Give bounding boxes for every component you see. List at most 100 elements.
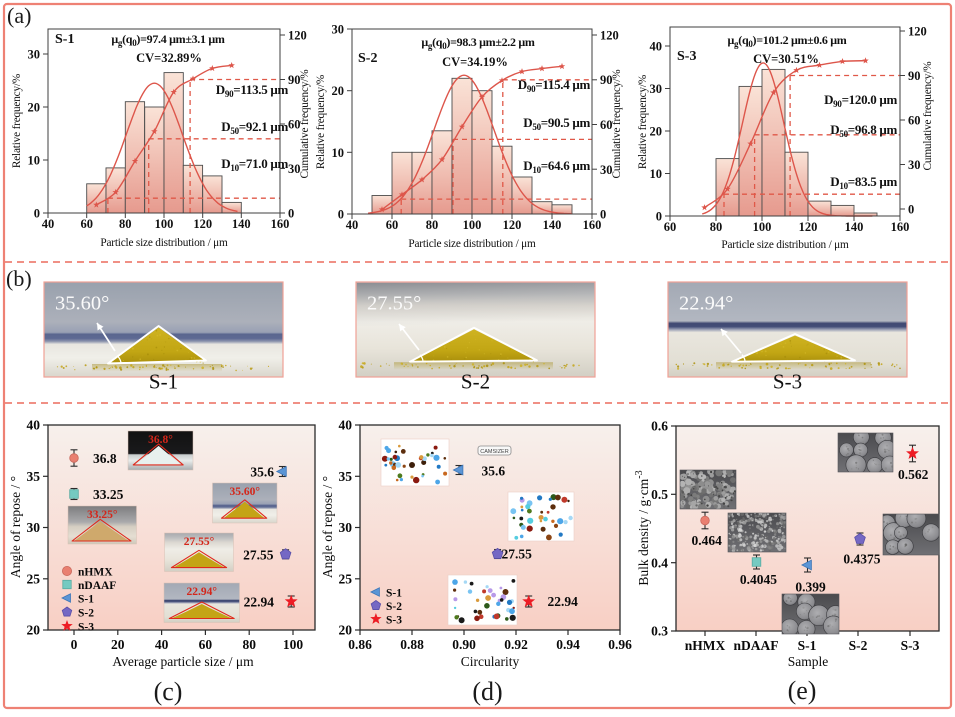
svg-text:30: 30 xyxy=(28,48,41,62)
svg-text:0.94: 0.94 xyxy=(556,637,580,652)
svg-text:60: 60 xyxy=(199,637,213,652)
svg-text:CAMSIZER: CAMSIZER xyxy=(480,449,508,455)
svg-text:35: 35 xyxy=(27,469,41,484)
svg-text:S-1: S-1 xyxy=(55,32,74,47)
svg-text:(b): (b) xyxy=(6,266,32,291)
svg-text:S-1: S-1 xyxy=(149,370,178,394)
svg-text:Cumulative frequency/%: Cumulative frequency/% xyxy=(299,69,311,179)
svg-text:36.8: 36.8 xyxy=(93,451,117,466)
svg-text:80: 80 xyxy=(242,637,256,652)
svg-text:S-3: S-3 xyxy=(773,370,802,394)
svg-text:30: 30 xyxy=(27,520,41,535)
svg-text:33.25: 33.25 xyxy=(93,487,124,502)
svg-text:80: 80 xyxy=(426,218,439,232)
svg-text:20: 20 xyxy=(650,125,663,139)
svg-text:30: 30 xyxy=(288,162,301,176)
svg-text:Cumulative frequency/%: Cumulative frequency/% xyxy=(922,61,934,171)
svg-text:30: 30 xyxy=(908,158,921,172)
svg-text:(d): (d) xyxy=(472,677,502,706)
svg-text:S-2: S-2 xyxy=(358,51,377,66)
svg-text:Sample: Sample xyxy=(788,654,829,669)
svg-text:0: 0 xyxy=(34,207,40,221)
svg-text:60: 60 xyxy=(664,220,677,234)
svg-text:nHMX: nHMX xyxy=(78,566,113,578)
svg-text:μg(q0)=98.3 μm±2.2 μm: μg(q0)=98.3 μm±2.2 μm xyxy=(421,35,535,51)
svg-text:160: 160 xyxy=(271,217,290,231)
svg-text:40: 40 xyxy=(339,418,353,433)
svg-text:20: 20 xyxy=(339,623,353,638)
svg-text:100: 100 xyxy=(463,218,482,232)
svg-text:60: 60 xyxy=(80,217,93,231)
svg-text:Relative frequency/%: Relative frequency/% xyxy=(11,73,23,168)
svg-text:D50=92.1 μm: D50=92.1 μm xyxy=(221,119,288,136)
svg-text:0: 0 xyxy=(71,637,78,652)
svg-text:30: 30 xyxy=(339,520,353,535)
svg-text:140: 140 xyxy=(543,218,562,232)
svg-text:Average particle size / μm: Average particle size / μm xyxy=(112,654,254,669)
svg-text:100: 100 xyxy=(155,217,174,231)
svg-text:0.4: 0.4 xyxy=(651,555,668,570)
svg-text:Bulk density / g·cm-3: Bulk density / g·cm-3 xyxy=(634,470,651,585)
svg-text:Cumulative frequency/%: Cumulative frequency/% xyxy=(611,69,623,179)
svg-text:S-3: S-3 xyxy=(901,638,920,653)
svg-text:S-1: S-1 xyxy=(386,587,402,599)
svg-text:0.399: 0.399 xyxy=(795,580,826,595)
svg-text:Angle of repose / °: Angle of repose / ° xyxy=(320,476,335,578)
svg-text:80: 80 xyxy=(710,220,723,234)
svg-text:10: 10 xyxy=(650,167,663,181)
svg-text:40: 40 xyxy=(346,218,359,232)
svg-text:0: 0 xyxy=(656,210,662,224)
svg-text:S-1: S-1 xyxy=(78,593,94,605)
svg-text:0: 0 xyxy=(908,203,914,217)
svg-text:35: 35 xyxy=(339,469,353,484)
svg-text:S-2: S-2 xyxy=(78,607,94,619)
svg-text:40: 40 xyxy=(650,40,663,54)
svg-text:D50=90.5 μm: D50=90.5 μm xyxy=(523,115,590,132)
svg-text:40: 40 xyxy=(155,637,169,652)
svg-text:D90=120.0 μm: D90=120.0 μm xyxy=(824,92,897,109)
svg-text:60: 60 xyxy=(386,218,399,232)
svg-text:0: 0 xyxy=(600,208,606,222)
svg-text:CV=34.19%: CV=34.19% xyxy=(442,55,508,69)
svg-text:90: 90 xyxy=(600,73,613,87)
svg-text:0.4375: 0.4375 xyxy=(843,552,880,567)
svg-text:27.55: 27.55 xyxy=(502,547,533,562)
svg-text:CV=32.89%: CV=32.89% xyxy=(136,51,202,65)
svg-text:D90=113.5 μm: D90=113.5 μm xyxy=(216,82,289,99)
svg-text:Particle size distribution / μ: Particle size distribution / μm xyxy=(100,237,228,249)
svg-text:Circularity: Circularity xyxy=(461,654,520,669)
svg-text:0.96: 0.96 xyxy=(608,637,632,652)
svg-text:S-1: S-1 xyxy=(798,638,817,653)
svg-text:20: 20 xyxy=(111,637,125,652)
svg-text:120: 120 xyxy=(503,218,522,232)
svg-text:Relative frequency/%: Relative frequency/% xyxy=(637,74,649,169)
svg-text:40: 40 xyxy=(27,418,41,433)
svg-text:Relative frequency/%: Relative frequency/% xyxy=(315,74,327,169)
svg-text:30: 30 xyxy=(600,163,613,177)
svg-text:35.6: 35.6 xyxy=(250,465,274,480)
svg-text:60: 60 xyxy=(600,118,613,132)
svg-text:20: 20 xyxy=(332,84,345,98)
svg-text:30: 30 xyxy=(650,82,663,96)
svg-text:0.88: 0.88 xyxy=(400,637,424,652)
svg-text:20: 20 xyxy=(27,623,41,638)
svg-text:35.6: 35.6 xyxy=(482,464,506,479)
svg-text:140: 140 xyxy=(232,217,251,231)
svg-text:0: 0 xyxy=(288,207,294,221)
svg-text:0.86: 0.86 xyxy=(348,637,372,652)
svg-text:(a): (a) xyxy=(7,3,31,28)
svg-text:100: 100 xyxy=(283,637,304,652)
svg-text:160: 160 xyxy=(891,220,910,234)
svg-text:S-2: S-2 xyxy=(461,370,490,394)
svg-text:60: 60 xyxy=(288,118,301,132)
svg-text:0.90: 0.90 xyxy=(452,637,476,652)
svg-text:120: 120 xyxy=(799,220,818,234)
svg-text:120: 120 xyxy=(193,217,212,231)
svg-text:10: 10 xyxy=(28,154,41,168)
svg-text:90: 90 xyxy=(908,69,921,83)
svg-text:S-3: S-3 xyxy=(386,614,402,626)
svg-text:D50=96.8 μm: D50=96.8 μm xyxy=(830,122,897,139)
svg-text:D10=71.0 μm: D10=71.0 μm xyxy=(221,156,288,173)
svg-text:35.60°: 35.60° xyxy=(230,486,261,498)
svg-text:40: 40 xyxy=(42,217,55,231)
